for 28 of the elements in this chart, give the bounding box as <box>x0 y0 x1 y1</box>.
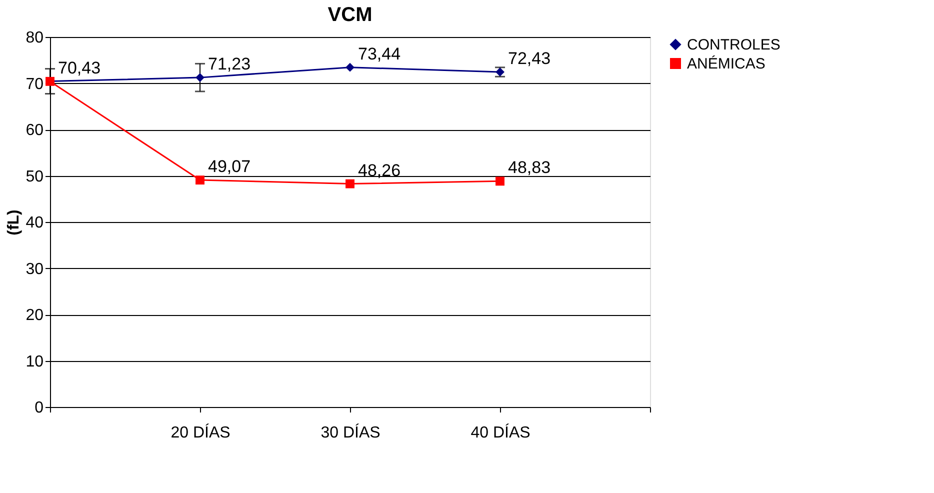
y-tick-label: 50 <box>26 168 44 186</box>
point <box>346 179 354 188</box>
data-label: 70,43 <box>58 58 101 78</box>
legend-label: ANÉMICAS <box>687 54 766 72</box>
y-tick-label: 60 <box>26 122 44 139</box>
x-tick-label: 30 DÍAS <box>320 424 380 442</box>
data-label: 48,26 <box>358 160 401 180</box>
y-tick-label: 0 <box>34 400 44 416</box>
point <box>346 62 354 72</box>
y-tick-label: 30 <box>26 260 44 278</box>
x-tick-label: 20 DÍAS <box>170 424 230 442</box>
point <box>196 176 204 185</box>
y-axis-title: (fL) <box>6 210 23 236</box>
data-label: 73,44 <box>358 44 401 64</box>
point <box>496 176 504 186</box>
data-label: 72,43 <box>508 49 551 68</box>
data-label: 71,23 <box>208 54 251 74</box>
y-tick-label: 70 <box>26 76 44 93</box>
data-label: 48,83 <box>508 158 551 178</box>
legend-label: CONTROLES <box>687 36 780 54</box>
point <box>196 73 204 82</box>
y-tick-label: 80 <box>26 30 44 46</box>
y-tick-label: 20 <box>26 307 44 324</box>
y-tick-label: 40 <box>26 214 44 232</box>
x-tick-label: 40 DÍAS <box>470 424 530 442</box>
data-label: 49,07 <box>208 157 251 176</box>
chart-title: VCM <box>328 4 372 26</box>
y-tick-label: 10 <box>26 353 44 370</box>
